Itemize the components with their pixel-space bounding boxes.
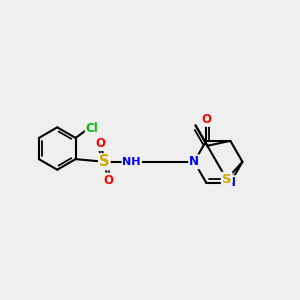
Text: O: O: [103, 173, 113, 187]
Text: N: N: [189, 155, 199, 168]
Text: N: N: [225, 176, 236, 189]
Text: NH: NH: [122, 157, 141, 167]
Text: O: O: [96, 137, 106, 150]
Text: O: O: [201, 113, 211, 126]
Text: Cl: Cl: [86, 122, 98, 135]
Text: S: S: [222, 173, 232, 186]
Text: S: S: [99, 154, 110, 169]
